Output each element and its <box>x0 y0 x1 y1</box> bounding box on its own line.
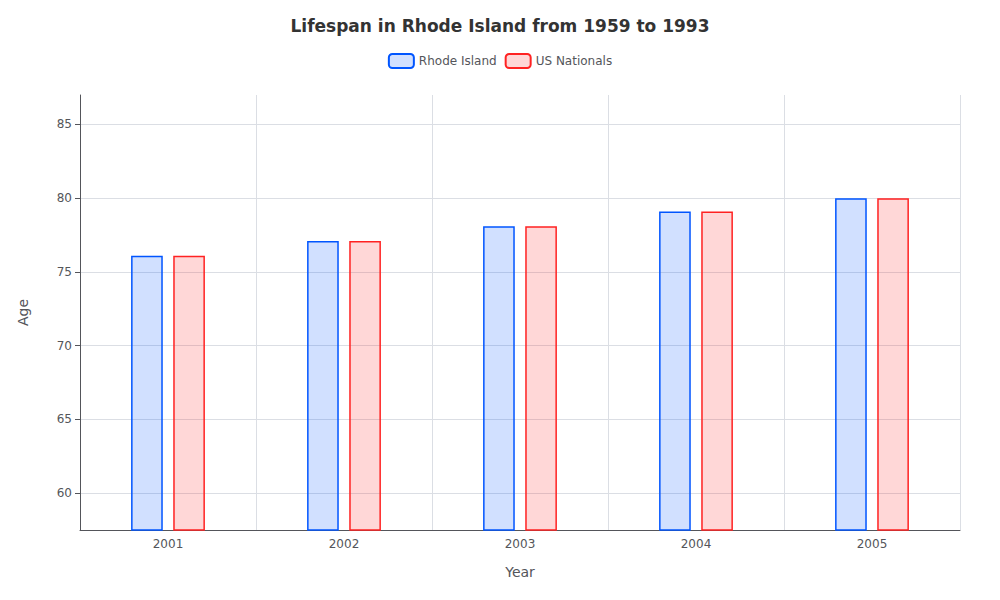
svg-text:Age: Age <box>15 299 31 326</box>
svg-text:Rhode Island: Rhode Island <box>419 54 497 68</box>
svg-text:2001: 2001 <box>153 537 184 551</box>
svg-text:60: 60 <box>57 486 72 500</box>
svg-text:Lifespan in Rhode Island from: Lifespan in Rhode Island from 1959 to 19… <box>291 16 710 36</box>
svg-text:65: 65 <box>57 412 72 426</box>
svg-text:2002: 2002 <box>329 537 360 551</box>
svg-text:US Nationals: US Nationals <box>536 54 612 68</box>
svg-text:70: 70 <box>57 339 72 353</box>
svg-text:Year: Year <box>504 564 535 580</box>
svg-text:2004: 2004 <box>681 537 712 551</box>
svg-text:80: 80 <box>57 191 72 205</box>
svg-text:85: 85 <box>57 117 72 131</box>
svg-text:75: 75 <box>57 265 72 279</box>
svg-text:2003: 2003 <box>505 537 536 551</box>
svg-text:2005: 2005 <box>857 537 888 551</box>
